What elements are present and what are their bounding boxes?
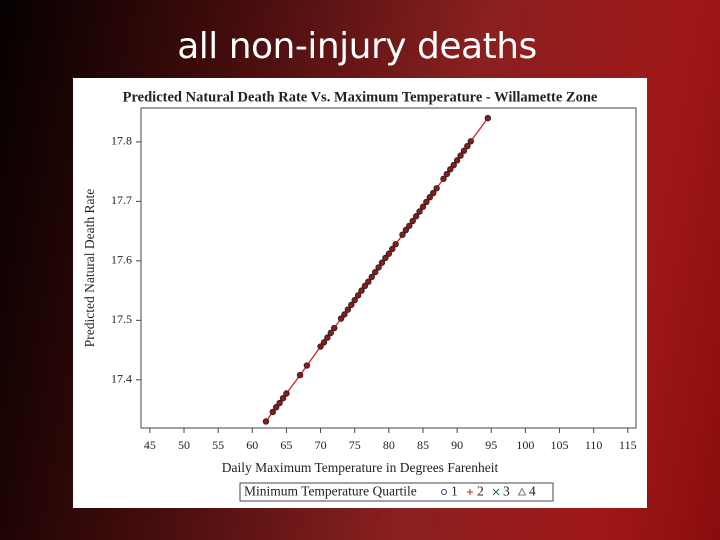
point bbox=[296, 371, 304, 379]
point bbox=[399, 231, 406, 238]
legend-label: 1 bbox=[451, 484, 458, 499]
legend-label: 2 bbox=[477, 484, 484, 499]
point bbox=[409, 217, 416, 225]
point bbox=[368, 273, 375, 281]
point bbox=[303, 362, 311, 369]
x-tick-label: 100 bbox=[516, 438, 534, 452]
y-tick-label: 17.5 bbox=[111, 312, 132, 326]
point bbox=[361, 282, 369, 290]
point bbox=[385, 250, 393, 257]
x-tick-label: 45 bbox=[144, 438, 156, 452]
point bbox=[358, 287, 365, 294]
point bbox=[279, 395, 287, 402]
point bbox=[467, 138, 474, 145]
chart-panel: Predicted Natural Death Rate Vs. Maximum… bbox=[73, 78, 647, 508]
point bbox=[272, 403, 280, 411]
point bbox=[320, 339, 328, 346]
point bbox=[331, 324, 338, 332]
legend-marker bbox=[517, 487, 527, 496]
chart: Predicted Natural Death Rate Vs. Maximum… bbox=[82, 89, 637, 502]
point bbox=[416, 208, 423, 215]
point bbox=[392, 241, 399, 248]
point bbox=[354, 292, 362, 299]
point bbox=[433, 185, 440, 192]
point bbox=[348, 301, 355, 309]
point bbox=[262, 418, 270, 425]
point bbox=[365, 278, 372, 285]
legend-marker bbox=[467, 489, 473, 495]
point bbox=[371, 268, 379, 276]
point bbox=[426, 194, 434, 201]
point bbox=[269, 408, 276, 416]
chart-title: Predicted Natural Death Rate Vs. Maximum… bbox=[123, 89, 598, 105]
slide-title: all non-injury deaths bbox=[177, 26, 537, 67]
legend-marker bbox=[441, 489, 447, 495]
point bbox=[406, 222, 413, 229]
point bbox=[283, 390, 290, 397]
legend-box bbox=[239, 482, 554, 502]
x-tick-label: 80 bbox=[383, 438, 395, 452]
y-tick-label: 17.8 bbox=[111, 134, 132, 148]
point bbox=[430, 189, 437, 197]
x-tick-label: 55 bbox=[212, 438, 224, 452]
y-tick-label: 17.7 bbox=[111, 193, 132, 207]
point bbox=[378, 259, 386, 266]
point bbox=[389, 245, 396, 253]
point bbox=[440, 175, 447, 182]
point bbox=[423, 198, 430, 206]
point bbox=[453, 157, 461, 164]
x-tick-label: 70 bbox=[315, 438, 327, 452]
x-tick-label: 75 bbox=[349, 438, 361, 452]
point bbox=[382, 254, 389, 262]
point bbox=[443, 170, 451, 178]
x-tick-label: 90 bbox=[451, 438, 463, 452]
point bbox=[450, 161, 457, 169]
point bbox=[351, 296, 358, 304]
point bbox=[344, 306, 352, 313]
point bbox=[317, 343, 324, 350]
x-tick-label: 115 bbox=[619, 438, 637, 452]
y-axis-label: Predicted Natural Death Rate bbox=[82, 189, 97, 348]
point bbox=[337, 315, 345, 322]
y-tick-label: 17.6 bbox=[111, 253, 132, 267]
y-tick-label: 17.4 bbox=[111, 372, 132, 386]
point bbox=[464, 142, 471, 150]
point bbox=[341, 311, 348, 318]
point bbox=[460, 147, 468, 155]
point bbox=[419, 203, 427, 210]
legend-label: 3 bbox=[503, 484, 510, 499]
point bbox=[402, 226, 410, 234]
legend-title: Minimum Temperature Quartile bbox=[244, 484, 417, 499]
point bbox=[457, 152, 464, 159]
point bbox=[276, 399, 283, 407]
legend-label: 4 bbox=[529, 484, 536, 499]
point bbox=[375, 264, 382, 271]
point bbox=[327, 329, 335, 337]
plot-frame bbox=[140, 107, 637, 429]
x-tick-label: 95 bbox=[485, 438, 497, 452]
x-tick-label: 60 bbox=[246, 438, 258, 452]
x-tick-label: 85 bbox=[417, 438, 429, 452]
legend-marker bbox=[492, 488, 500, 496]
point bbox=[484, 114, 492, 122]
point bbox=[324, 334, 331, 341]
point bbox=[447, 166, 454, 173]
x-tick-label: 105 bbox=[551, 438, 569, 452]
point bbox=[412, 213, 420, 220]
x-tick-label: 110 bbox=[585, 438, 603, 452]
x-tick-label: 65 bbox=[280, 438, 292, 452]
x-tick-label: 50 bbox=[178, 438, 190, 452]
x-axis-label: Daily Maximum Temperature in Degrees Far… bbox=[222, 460, 499, 475]
